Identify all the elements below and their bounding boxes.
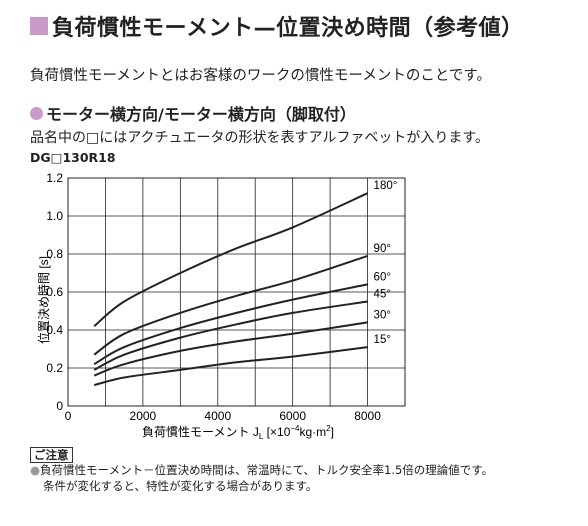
y-axis-label: 位置決め時間 [s] — [36, 256, 51, 344]
series-line — [93, 346, 368, 387]
chart-grid — [67, 177, 406, 407]
intro-text: 負荷慣性モーメントとはお客様のワークの慣性モーメントのことです。 — [30, 68, 491, 84]
caution-block: ご注意 — [30, 444, 73, 463]
y-tick-label: 1.2 — [46, 171, 63, 185]
series-label: 90° — [374, 243, 391, 255]
x-axis-label: 負荷慣性モーメント JL [×10−4kg·m2] — [142, 424, 334, 441]
caution-note: ●負荷慣性モーメント－位置決め時間は、常温時にて、トルク安全率1.5倍の理論値で… — [30, 462, 580, 494]
x-tick-label: 4000 — [204, 409, 231, 423]
x-tick-label: 6000 — [279, 409, 306, 423]
title-square-icon — [30, 17, 48, 35]
series-line — [93, 254, 368, 356]
series-label: 60° — [374, 271, 391, 283]
page-title: 負荷慣性モーメント—位置決め時間（参考値） — [52, 16, 524, 41]
x-tick-label: 8000 — [354, 409, 381, 423]
title-block: 負荷慣性モーメント—位置決め時間（参考値） — [30, 10, 524, 42]
y-tick-label: 0.2 — [46, 361, 63, 375]
x-tick-label: 2000 — [130, 409, 157, 423]
y-tick-label: 1.0 — [46, 209, 63, 223]
chart-series — [93, 192, 368, 387]
series-line — [93, 321, 368, 377]
y-tick-label: 0.8 — [46, 247, 63, 261]
chart-labels: 0 2000 4000 6000 8000 0 0.2 0.4 0.6 0.8 1.0 1.2 180°… — [46, 171, 397, 423]
series-label: 15° — [374, 334, 391, 346]
series-line — [93, 283, 368, 366]
note-line-2: 条件が変化すると、特性が変化する場合があります。 — [43, 479, 318, 493]
series-label: 45° — [374, 289, 391, 301]
bullet-circle-icon — [30, 106, 43, 120]
series-label: 30° — [374, 309, 391, 321]
x-tick-label: 0 — [65, 409, 72, 423]
caution-badge: ご注意 — [30, 447, 73, 463]
note-bullet-icon: ● — [30, 463, 41, 477]
series-line — [93, 300, 368, 371]
section-description: 品名中の□にはアクチュエータの形状を表すアルファベットが入ります。 — [30, 130, 489, 146]
model-label: DG□130R18 — [30, 150, 116, 165]
series-line — [93, 192, 368, 327]
subtitle-block: モーター横方向/モーター横方向（脚取付） — [30, 101, 356, 125]
y-tick-label: 0.6 — [46, 285, 63, 299]
section-subtitle: モーター横方向/モーター横方向（脚取付） — [46, 105, 356, 124]
note-line-1: 負荷慣性モーメント－位置決め時間は、常温時にて、トルク安全率1.5倍の理論値です… — [40, 463, 494, 477]
series-label: 180° — [374, 180, 398, 192]
y-tick-label: 0.4 — [46, 323, 63, 337]
y-tick-label: 0 — [56, 399, 63, 413]
